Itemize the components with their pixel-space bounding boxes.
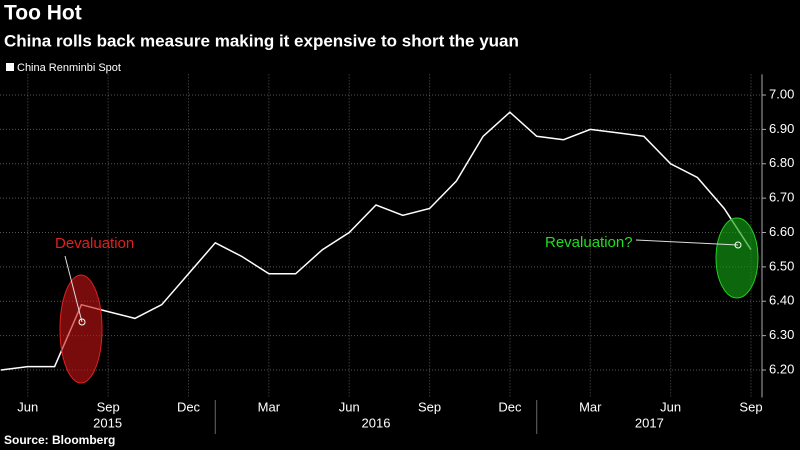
year-label: 2015 [93, 415, 122, 430]
x-tick-label: Mar [258, 399, 281, 414]
y-tick-label: 6.30 [769, 327, 794, 342]
highlight-ellipse [59, 274, 103, 384]
plot: 6.20 6.30 6.40 6.50 6.60 6.70 6.80 6.90 7.00 Jun S… [0, 74, 794, 434]
legend-label: China Renminbi Spot [17, 62, 121, 74]
x-tick-label: Sep [418, 399, 441, 414]
x-tick-label: Dec [498, 399, 522, 414]
y-tick-label: 6.40 [769, 293, 794, 308]
x-tick-label: Jun [660, 399, 681, 414]
year-label: 2017 [635, 415, 664, 430]
source: Source: Bloomberg [4, 433, 115, 447]
year-label: 2016 [362, 415, 391, 430]
y-tick-label: 6.80 [769, 155, 794, 170]
y-tick-label: 6.20 [769, 361, 794, 376]
y-tick-label: 6.50 [769, 258, 794, 273]
x-tick-label: Dec [177, 399, 201, 414]
x-tick-label: Jun [17, 399, 38, 414]
x-tick-label: Mar [579, 399, 602, 414]
annotation-marker [734, 241, 742, 249]
annotation-marker [78, 318, 86, 326]
y-tick-label: 6.70 [769, 190, 794, 205]
y-tick-label: 6.90 [769, 121, 794, 136]
annotation: Revaluation? [545, 234, 633, 251]
annotation-leader [635, 239, 739, 246]
x-tick-label: Sep [739, 399, 762, 414]
legend-swatch [6, 63, 14, 71]
annotation: Devaluation [55, 235, 134, 252]
chart-subtitle: China rolls back measure making it expen… [4, 31, 519, 50]
chart-title: Too Hot [4, 2, 82, 25]
series-line [0, 111, 752, 371]
y-tick-label: 6.60 [769, 224, 794, 239]
x-tick-label: Jun [339, 399, 360, 414]
annotation-leader [64, 255, 83, 323]
y-tick-label: 7.00 [769, 86, 794, 101]
x-tick-label: Sep [97, 399, 120, 414]
highlight-ellipse [715, 217, 759, 299]
